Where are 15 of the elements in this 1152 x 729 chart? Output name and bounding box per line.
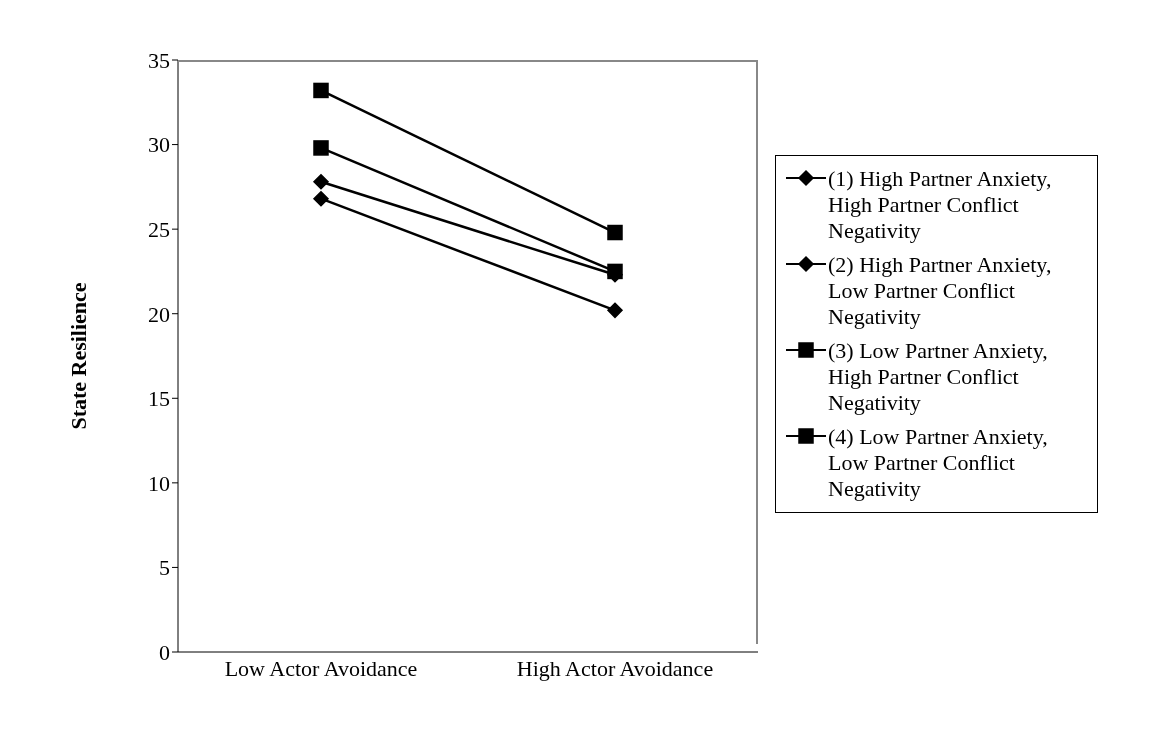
x-tick-label: High Actor Avoidance bbox=[516, 655, 714, 681]
legend-label: (2) High Partner Anxiety, Low Partner Conflict Negativity bbox=[828, 252, 1053, 330]
y-tick-label: 10 bbox=[148, 470, 170, 496]
y-tick-label: 5 bbox=[159, 555, 170, 581]
y-tick-label: 20 bbox=[148, 301, 170, 327]
y-tick-label: 35 bbox=[148, 47, 170, 73]
y-axis-title: State Resilience bbox=[65, 282, 91, 430]
x-tick-label: Low Actor Avoidance bbox=[224, 655, 418, 681]
y-tick-label: 15 bbox=[148, 386, 170, 412]
legend-label: (4) Low Partner Anxiety, Low Partner Conflict Negativity bbox=[828, 424, 1049, 502]
legend-label: (3) Low Partner Anxiety, High Partner Conflict Negativity bbox=[828, 338, 1049, 416]
y-tick-label: 30 bbox=[148, 132, 170, 158]
y-tick-label: 25 bbox=[148, 216, 170, 242]
legend-label: (1) High Partner Anxiety, High Partner Conflict Negativity bbox=[828, 166, 1053, 244]
y-tick-label: 0 bbox=[159, 639, 170, 665]
